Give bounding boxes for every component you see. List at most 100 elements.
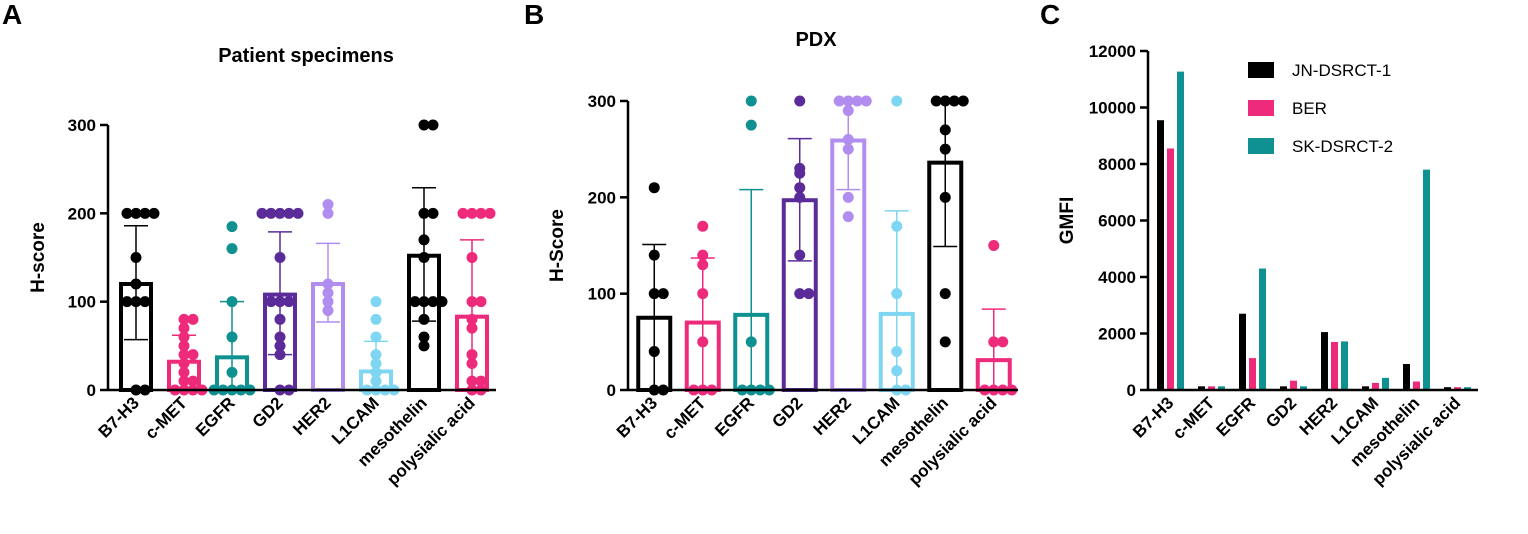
chart-b-data-point-gd2 xyxy=(794,191,806,203)
chart-b-data-point-her2 xyxy=(851,95,863,107)
chart-b-data-point-c-met xyxy=(697,259,709,271)
chart-a-data-point-gd2 xyxy=(265,296,277,308)
chart-c-category-label-c-met: c-MET xyxy=(1169,393,1219,443)
chart-a-data-point-gd2 xyxy=(274,313,286,325)
chart-a-data-point-b7-h3 xyxy=(130,252,142,263)
chart-a-category-label-c-met: c-MET xyxy=(141,393,191,443)
panel-letter-b: B xyxy=(524,0,544,30)
chart-c-bar-c-met-jn-dsrct-1 xyxy=(1198,386,1205,390)
chart-b-data-point-her2 xyxy=(842,95,854,107)
chart-b-data-point-b7-h3 xyxy=(657,288,669,300)
chart-a-data-point-b7-h3 xyxy=(121,207,133,219)
chart-b-data-point-b7-h3 xyxy=(648,249,660,261)
chart-b-category-label-b7-h3: B7-H3 xyxy=(613,393,661,441)
chart-c-bar-egfr-ber xyxy=(1249,358,1256,390)
chart-a-y-tick-label: 200 xyxy=(68,204,96,223)
chart-b-category-label-polysialic-acid: polysialic acid xyxy=(905,393,1001,489)
chart-b-data-point-polysialic-acid xyxy=(988,240,1000,251)
chart-a-y-tick-label: 0 xyxy=(87,381,96,400)
chart-a-data-point-c-met xyxy=(178,349,190,361)
chart-b-y-axis-label: H-Score xyxy=(547,209,568,282)
chart-c-bar-gd2-jn-dsrct-1 xyxy=(1280,386,1287,390)
chart-a-category-label-b7-h3: B7-H3 xyxy=(95,393,143,441)
chart-b-data-point-egfr xyxy=(745,336,757,348)
chart-a-data-point-c-met xyxy=(178,322,190,334)
chart-c-bar-c-met-ber xyxy=(1208,386,1215,390)
chart-a-y-tick-label: 300 xyxy=(68,116,96,135)
chart-a-data-point-her2 xyxy=(322,287,334,299)
chart-a-data-point-egfr xyxy=(226,221,238,233)
chart-b-data-point-gd2 xyxy=(794,288,806,300)
chart-a-data-point-b7-h3 xyxy=(148,207,160,219)
chart-a-data-point-c-met xyxy=(178,358,190,369)
chart-a-data-point-her2 xyxy=(322,278,334,290)
chart-a-data-point-b7-h3 xyxy=(130,207,142,219)
chart-c-bar-l1cam-sk-dsrct-2 xyxy=(1382,377,1389,390)
chart-a-data-point-her2 xyxy=(322,305,334,316)
chart-b-data-point-c-met xyxy=(697,288,709,300)
panel-letter-a: A xyxy=(2,0,22,30)
chart-a-data-point-mesothelin xyxy=(418,207,430,219)
chart-a-patient-specimens: 0 100 200 300 H-score Patient specimens B7-H3c… xyxy=(28,45,496,489)
panel-letter-c: C xyxy=(1040,0,1060,30)
chart-a-data-point-gd2 xyxy=(274,340,286,352)
chart-b-data-point-mesothelin xyxy=(939,143,951,155)
chart-a-data-point-egfr xyxy=(226,366,238,378)
chart-c-gmfi: 0 2000 4000 6000 8000 10000 12000 GMFI B7-H3c-ME… xyxy=(1057,42,1478,489)
chart-a-data-point-mesothelin xyxy=(418,119,430,131)
chart-a-data-point-b7-h3 xyxy=(130,296,142,308)
chart-a-data-point-polysialic-acid xyxy=(475,207,487,219)
chart-b-data-point-her2 xyxy=(842,211,854,223)
chart-c-legend-label-jn-dsrct-1: JN-DSRCT-1 xyxy=(1292,61,1391,80)
chart-a-data-point-mesothelin xyxy=(418,340,430,352)
chart-b-y-tick-label: 100 xyxy=(588,285,616,304)
chart-a-data-point-gd2 xyxy=(283,296,295,308)
chart-b-data-point-l1cam xyxy=(891,95,903,107)
chart-b-title: PDX xyxy=(795,29,837,51)
chart-a-title: Patient specimens xyxy=(218,45,394,67)
chart-a-data-point-l1cam xyxy=(370,349,382,361)
chart-a-data-point-polysialic-acid xyxy=(466,296,478,308)
chart-b-data-point-mesothelin xyxy=(939,124,951,136)
chart-b-data-point-mesothelin xyxy=(939,288,951,300)
chart-b-data-point-egfr xyxy=(745,119,757,131)
chart-c-y-tick-label: 8000 xyxy=(1098,155,1136,174)
chart-a-data-point-l1cam xyxy=(370,313,382,325)
chart-a-data-point-polysialic-acid xyxy=(475,296,487,308)
chart-b-data-point-gd2 xyxy=(794,167,806,179)
chart-b-data-point-c-met xyxy=(697,220,709,232)
chart-a-category-label-gd2: GD2 xyxy=(249,393,287,431)
chart-c-y-tick-label: 2000 xyxy=(1098,325,1136,344)
chart-c-bar-polysialic-acid-sk-dsrct-2 xyxy=(1464,387,1471,390)
chart-a-data-point-c-met xyxy=(187,313,199,325)
chart-a-data-point-c-met xyxy=(187,375,199,387)
chart-a-data-point-b7-h3 xyxy=(130,278,142,290)
chart-a-data-point-c-met xyxy=(178,313,190,325)
chart-a-data-point-polysialic-acid xyxy=(466,375,478,387)
chart-c-category-label-egfr: EGFR xyxy=(1212,393,1259,440)
chart-a-data-point-gd2 xyxy=(292,207,304,219)
chart-c-y-tick-label: 10000 xyxy=(1089,99,1136,118)
chart-b-data-point-b7-h3 xyxy=(648,182,660,194)
chart-b-data-point-mesothelin xyxy=(948,95,960,107)
chart-b-data-point-gd2 xyxy=(803,288,815,300)
chart-b-data-point-polysialic-acid xyxy=(988,336,1000,348)
chart-a-data-point-polysialic-acid xyxy=(466,358,478,369)
chart-b-data-point-c-met xyxy=(697,249,709,261)
chart-c-bar-mesothelin-jn-dsrct-1 xyxy=(1403,364,1410,390)
chart-a-data-point-gd2 xyxy=(274,331,286,343)
chart-c-bar-mesothelin-ber xyxy=(1413,381,1420,390)
chart-b-data-point-her2 xyxy=(842,143,854,155)
chart-b-category-label-her2: HER2 xyxy=(810,393,856,439)
chart-b-data-point-l1cam xyxy=(891,365,903,377)
chart-c-bar-gd2-ber xyxy=(1290,380,1297,390)
chart-b-data-point-her2 xyxy=(833,95,845,107)
chart-b-data-point-gd2 xyxy=(794,182,806,194)
chart-a-data-point-c-met xyxy=(178,331,190,343)
chart-a-category-label-egfr: EGFR xyxy=(192,393,239,440)
chart-a-data-point-polysialic-acid xyxy=(466,349,478,361)
chart-a-data-point-egfr xyxy=(226,296,238,308)
chart-c-bar-polysialic-acid-ber xyxy=(1454,387,1461,390)
chart-c-bar-egfr-sk-dsrct-2 xyxy=(1259,268,1266,390)
